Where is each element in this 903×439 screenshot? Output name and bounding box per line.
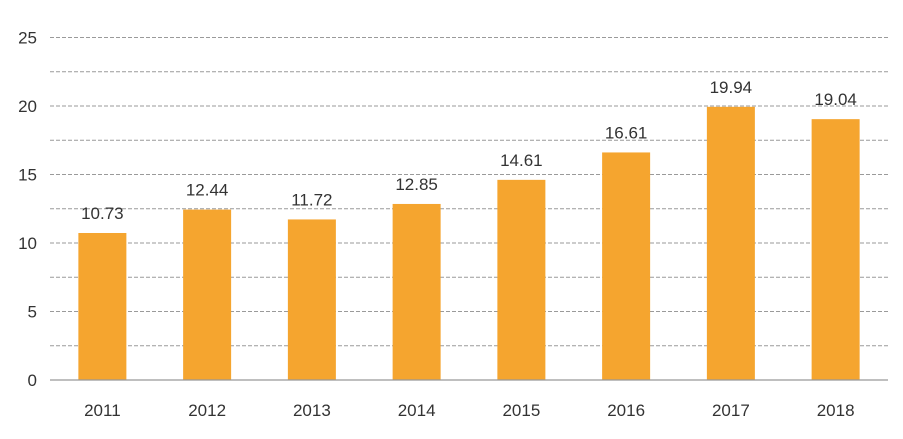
data-labels: 10.73 12.44 11.72 12.85 14.61 16.61 19.94 19.04 xyxy=(81,78,857,223)
y-tick-label: 15 xyxy=(18,166,37,185)
data-label: 19.94 xyxy=(710,78,753,97)
data-label: 14.61 xyxy=(500,151,543,170)
data-label: 19.04 xyxy=(814,90,857,109)
x-tick-label: 2012 xyxy=(188,401,226,420)
gridlines xyxy=(50,37,888,347)
x-tick-label: 2016 xyxy=(607,401,645,420)
x-tick-label: 2015 xyxy=(502,401,540,420)
bar-2016 xyxy=(602,152,651,380)
x-tick-label: 2011 xyxy=(84,401,121,420)
y-tick-label: 0 xyxy=(28,371,37,390)
bar-2018 xyxy=(811,119,860,380)
bars xyxy=(78,106,860,381)
y-tick-label: 10 xyxy=(18,234,37,253)
data-label: 10.73 xyxy=(81,204,124,223)
y-tick-label: 20 xyxy=(18,97,37,116)
x-tick-label: 2017 xyxy=(712,401,750,420)
data-label: 16.61 xyxy=(605,123,648,142)
data-label: 12.85 xyxy=(395,175,438,194)
bar-2012 xyxy=(183,209,232,380)
bar-2011 xyxy=(78,232,127,380)
x-tick-label: 2018 xyxy=(817,401,855,420)
x-axis-ticks: 2011 2012 2013 2014 2015 2016 2017 2018 xyxy=(84,401,854,420)
data-label: 12.44 xyxy=(186,181,229,200)
y-axis-ticks: 0 5 10 15 20 25 xyxy=(18,29,37,391)
bar-2013 xyxy=(287,219,336,380)
y-tick-label: 25 xyxy=(18,29,37,48)
x-tick-label: 2014 xyxy=(398,401,436,420)
x-tick-label: 2013 xyxy=(293,401,331,420)
bar-2017 xyxy=(706,106,755,381)
bar-2015 xyxy=(497,179,546,380)
y-tick-label: 5 xyxy=(28,303,37,322)
bar-2014 xyxy=(392,203,441,380)
data-label: 11.72 xyxy=(291,190,332,209)
